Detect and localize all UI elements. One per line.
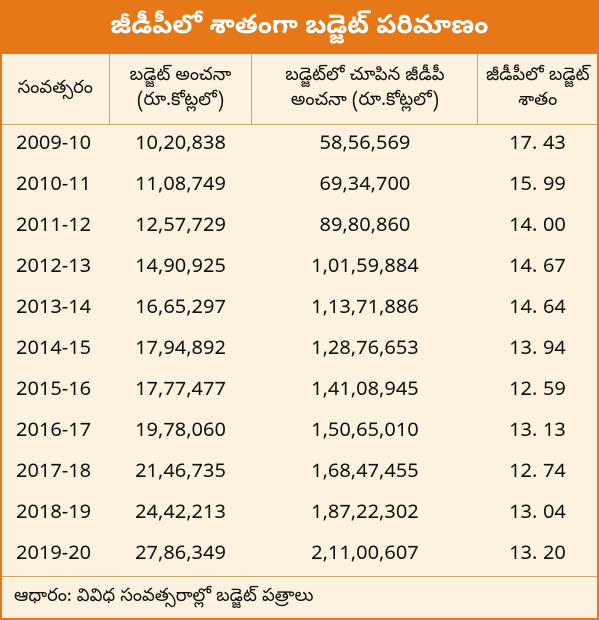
table-cell: 14,90,925 [109, 248, 252, 289]
table-cell: 13. 20 [478, 535, 597, 577]
table-cell: 1,87,22,302 [252, 494, 478, 535]
table-cell: 2018-19 [2, 494, 109, 535]
table-row: 2009-1010,20,83858,56,56917. 43 [2, 125, 597, 167]
table-cell: 58,56,569 [252, 125, 478, 167]
table-cell: 14. 00 [478, 207, 597, 248]
table-cell: 2,11,00,607 [252, 535, 478, 577]
table-cell: 2010-11 [2, 166, 109, 207]
table-cell: 1,50,65,010 [252, 412, 478, 453]
table-cell: 69,34,700 [252, 166, 478, 207]
table-cell: 2016-17 [2, 412, 109, 453]
table-cell: 12. 74 [478, 453, 597, 494]
table-cell: 15. 99 [478, 166, 597, 207]
table-row: 2018-1924,42,2131,87,22,30213. 04 [2, 494, 597, 535]
col-header-gdp: బడ్జెట్‌లో చూపిన జీడీపీ అంచనా (రూ.కోట్లల… [252, 54, 478, 125]
table-cell: 2017-18 [2, 453, 109, 494]
table-cell: 13. 94 [478, 330, 597, 371]
table-row: 2012-1314,90,9251,01,59,88414. 67 [2, 248, 597, 289]
table-cell: 17,77,477 [109, 371, 252, 412]
table-title: జీడీపీలో శాతంగా బడ్జెట్ పరిమాణం [2, 2, 597, 54]
table-cell: 27,86,349 [109, 535, 252, 577]
table-cell: 14. 64 [478, 289, 597, 330]
table-row: 2016-1719,78,0601,50,65,01013. 13 [2, 412, 597, 453]
table-cell: 13. 04 [478, 494, 597, 535]
table-cell: 16,65,297 [109, 289, 252, 330]
table-row: 2011-1212,57,72989,80,86014. 00 [2, 207, 597, 248]
table-row: 2010-1111,08,74969,34,70015. 99 [2, 166, 597, 207]
col-header-year: సంవత్సరం [2, 54, 109, 125]
table-row: 2015-1617,77,4771,41,08,94512. 59 [2, 371, 597, 412]
table-row: 2019-2027,86,3492,11,00,60713. 20 [2, 535, 597, 577]
table-cell: 2019-20 [2, 535, 109, 577]
table-cell: 1,28,76,653 [252, 330, 478, 371]
table-cell: 1,68,47,455 [252, 453, 478, 494]
table-cell: 11,08,749 [109, 166, 252, 207]
table-cell: 12,57,729 [109, 207, 252, 248]
table-cell: 2011-12 [2, 207, 109, 248]
table-container: జీడీపీలో శాతంగా బడ్జెట్ పరిమాణం సంవత్సరం… [0, 0, 599, 620]
table-cell: 24,42,213 [109, 494, 252, 535]
table-cell: 2015-16 [2, 371, 109, 412]
table-cell: 21,46,735 [109, 453, 252, 494]
header-row: సంవత్సరం బడ్జెట్ అంచనా (రూ.కోట్లలో) బడ్జ… [2, 54, 597, 125]
table-cell: 17. 43 [478, 125, 597, 167]
table-cell: 2012-13 [2, 248, 109, 289]
table-row: 2017-1821,46,7351,68,47,45512. 74 [2, 453, 597, 494]
table-cell: 19,78,060 [109, 412, 252, 453]
table-cell: 10,20,838 [109, 125, 252, 167]
table-row: 2013-1416,65,2971,13,71,88614. 64 [2, 289, 597, 330]
table-cell: 2014-15 [2, 330, 109, 371]
table-cell: 17,94,892 [109, 330, 252, 371]
col-header-budget: బడ్జెట్ అంచనా (రూ.కోట్లలో) [109, 54, 252, 125]
table-row: 2014-1517,94,8921,28,76,65313. 94 [2, 330, 597, 371]
table-cell: 1,01,59,884 [252, 248, 478, 289]
table-cell: 14. 67 [478, 248, 597, 289]
table-cell: 1,13,71,886 [252, 289, 478, 330]
table-cell: 12. 59 [478, 371, 597, 412]
col-header-pct: జీడీపీలో బడ్జెట్ శాతం [478, 54, 597, 125]
table-footer: ఆధారం: వివిధ సంవత్సరాల్లో బడ్జెట్ పత్రాల… [2, 577, 597, 618]
data-table: సంవత్సరం బడ్జెట్ అంచనా (రూ.కోట్లలో) బడ్జ… [2, 54, 597, 577]
table-cell: 2013-14 [2, 289, 109, 330]
table-cell: 2009-10 [2, 125, 109, 167]
table-cell: 1,41,08,945 [252, 371, 478, 412]
table-body: 2009-1010,20,83858,56,56917. 432010-1111… [2, 125, 597, 577]
table-cell: 13. 13 [478, 412, 597, 453]
table-cell: 89,80,860 [252, 207, 478, 248]
